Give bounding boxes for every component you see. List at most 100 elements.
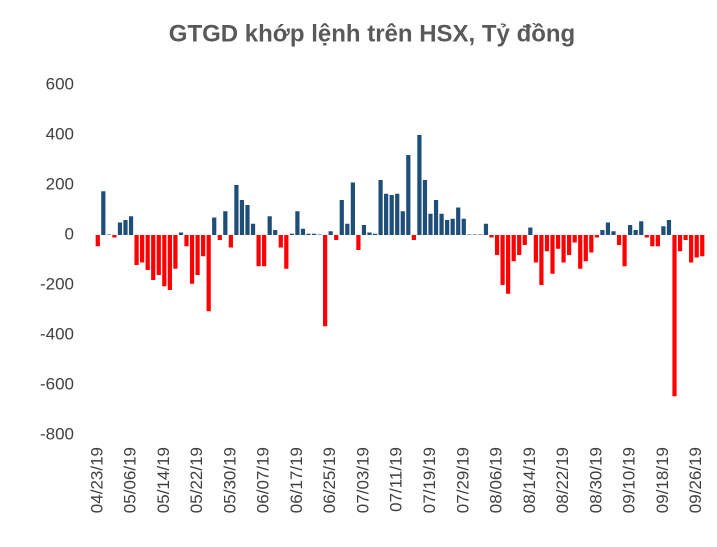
bar [561, 235, 566, 263]
bar [650, 235, 655, 247]
x-tick-label: 06/17/19 [287, 447, 306, 513]
bar [694, 235, 699, 258]
bar [189, 235, 195, 284]
bar [162, 235, 167, 287]
bar [572, 235, 577, 243]
bar [544, 235, 550, 252]
bar [128, 216, 134, 235]
bar [528, 227, 533, 235]
x-tick-label: 05/06/19 [121, 447, 140, 513]
x-tick-label: 07/11/19 [387, 447, 406, 512]
bar [345, 223, 350, 235]
x-tick-label: 09/18/19 [653, 447, 672, 513]
bar [328, 231, 333, 235]
bar [567, 235, 572, 255]
bar [228, 235, 233, 248]
bar [145, 235, 150, 270]
bar [339, 200, 344, 235]
y-tick-label: 600 [46, 74, 74, 93]
bar [156, 235, 161, 275]
bar [178, 232, 184, 235]
bar [101, 191, 106, 235]
bar [483, 223, 489, 235]
bar [539, 235, 544, 285]
bar [489, 235, 494, 238]
bar [250, 223, 256, 235]
bar [467, 234, 472, 235]
bar [666, 220, 672, 235]
bar [622, 235, 627, 267]
x-tick-label: 06/25/19 [320, 447, 339, 513]
bar [245, 205, 250, 235]
y-tick-label: 200 [46, 174, 74, 193]
bar [700, 235, 705, 257]
bar [395, 193, 400, 235]
y-tick-label: 0 [65, 224, 74, 243]
bar [384, 193, 389, 235]
bar [689, 235, 694, 263]
bar [234, 185, 239, 235]
bar [555, 235, 561, 249]
bar [217, 235, 222, 240]
bar [311, 233, 317, 235]
bar [372, 233, 378, 235]
bar [223, 211, 228, 235]
bar [639, 221, 644, 235]
bar [494, 235, 500, 255]
y-tick-label: -200 [40, 274, 74, 293]
bar [611, 231, 616, 235]
bar [151, 235, 156, 280]
bar [411, 235, 416, 240]
x-tick-label: 08/22/19 [553, 447, 572, 513]
bar [583, 235, 588, 262]
bar [605, 222, 611, 235]
bar [522, 235, 527, 245]
bar [184, 235, 189, 247]
bar [361, 225, 367, 235]
bar [123, 220, 128, 235]
bar [256, 235, 261, 267]
bar [633, 230, 638, 235]
x-tick-label: 05/14/19 [154, 447, 173, 513]
bar [378, 180, 383, 235]
x-tick-label: 04/23/19 [87, 447, 106, 513]
bar [661, 226, 666, 235]
bar [389, 195, 394, 235]
bar [201, 235, 206, 257]
bar [117, 222, 123, 235]
x-tick-label: 07/29/19 [453, 447, 472, 513]
bar [350, 182, 355, 235]
x-tick-label: 08/06/19 [487, 447, 506, 513]
bar [428, 213, 433, 235]
bar [106, 234, 111, 235]
bar [367, 232, 372, 235]
bar [439, 213, 444, 235]
bar [550, 235, 555, 274]
x-tick-label: 08/30/19 [586, 447, 605, 513]
bar [472, 234, 477, 235]
bar [239, 200, 245, 235]
bar [450, 218, 455, 235]
bar [356, 235, 361, 250]
bar [445, 220, 450, 235]
bar [334, 235, 339, 240]
bar [306, 233, 311, 235]
bar [212, 217, 217, 235]
bar [506, 235, 511, 294]
x-tick-label: 07/03/19 [353, 447, 372, 513]
x-tick-label: 05/22/19 [187, 447, 206, 513]
x-tick-label: 09/10/19 [620, 447, 639, 513]
bar [284, 235, 289, 269]
bar [140, 235, 145, 263]
bar [400, 211, 405, 235]
x-tick-label: 07/19/19 [420, 447, 439, 513]
bar [461, 218, 466, 235]
bar [500, 235, 505, 285]
bar [456, 207, 461, 235]
bar [517, 235, 522, 255]
bar [578, 235, 583, 269]
bar [422, 180, 428, 235]
bar [677, 235, 683, 252]
bar [295, 211, 300, 235]
